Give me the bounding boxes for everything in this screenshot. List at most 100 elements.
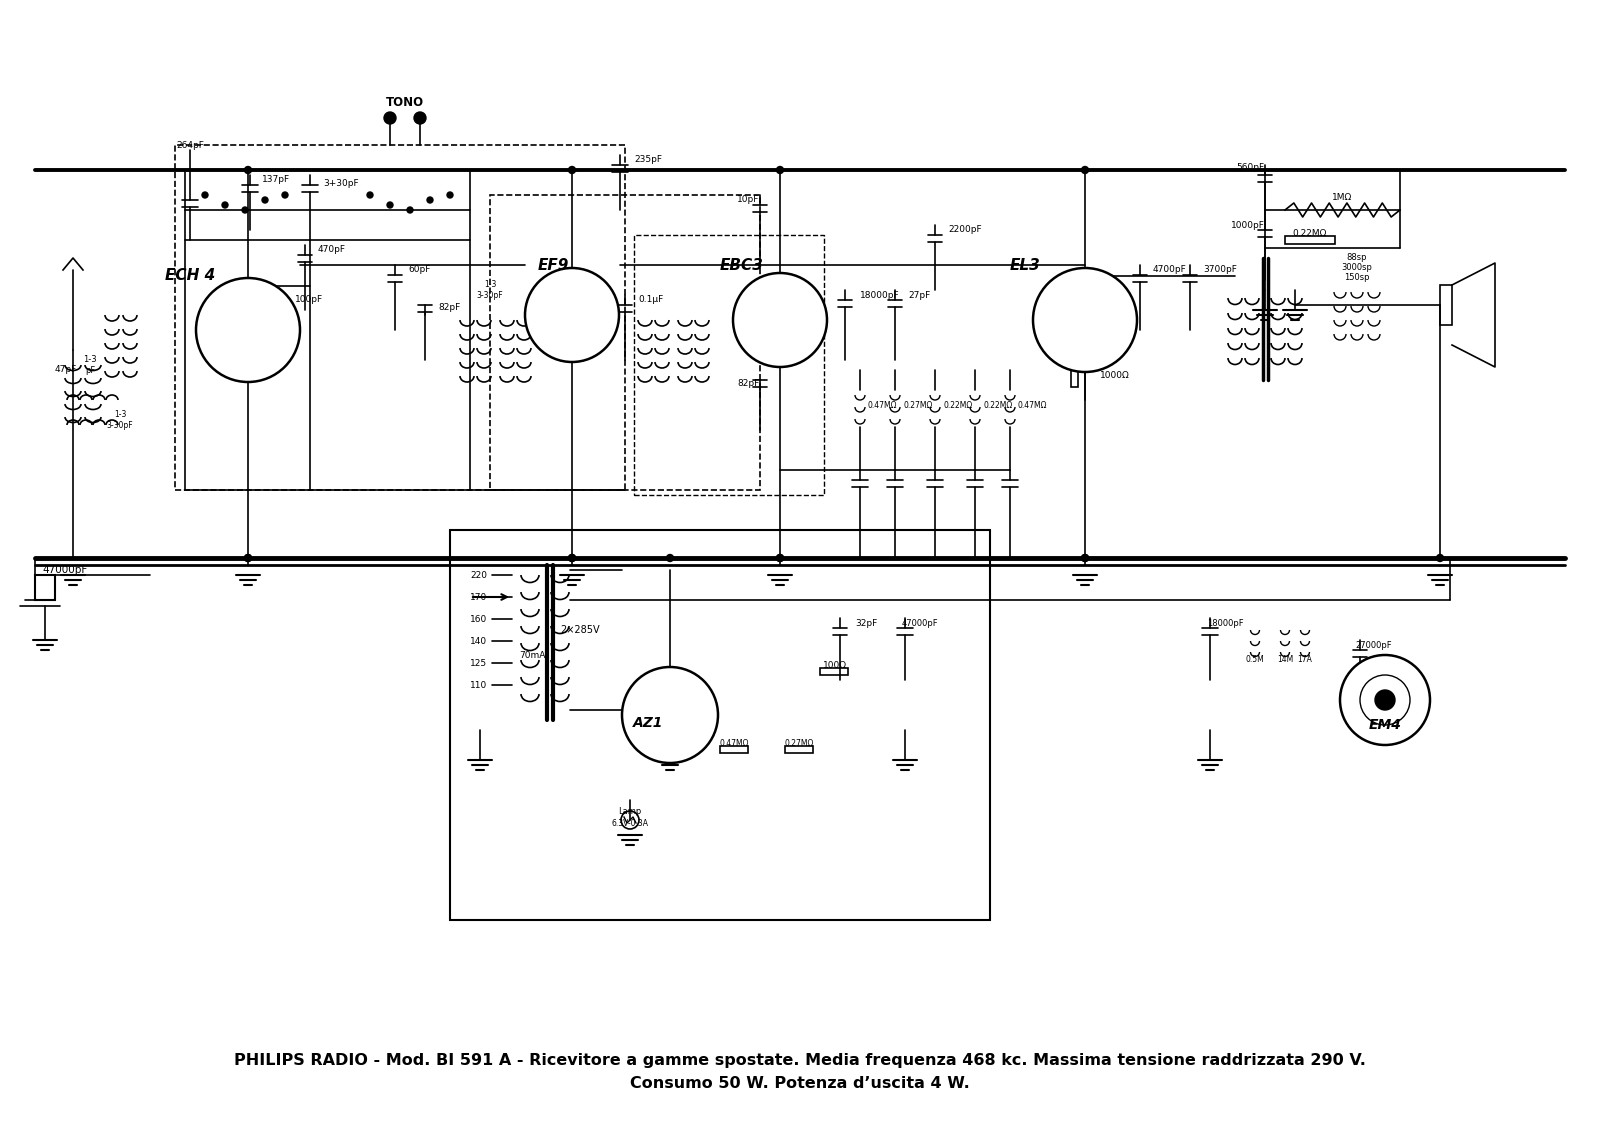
Circle shape [245,554,251,561]
Text: 3000sp: 3000sp [1341,264,1373,273]
Circle shape [733,273,827,366]
Text: 1-3
3-30pF: 1-3 3-30pF [107,411,133,430]
Circle shape [387,202,394,208]
Text: 82pF: 82pF [438,303,461,312]
Bar [819,668,848,675]
Circle shape [414,112,426,124]
Circle shape [1437,554,1443,561]
Circle shape [1082,554,1088,561]
Circle shape [242,207,248,213]
Text: 0.47MΩ: 0.47MΩ [867,400,898,409]
Bar [1285,236,1334,244]
Text: PHILIPS RADIO - Mod. BI 591 A - Ricevitore a gamme spostate. Media frequenza 468: PHILIPS RADIO - Mod. BI 591 A - Ricevito… [234,1053,1366,1068]
Text: 47000pF: 47000pF [42,566,88,575]
Bar [450,530,990,920]
Text: 1000pF: 1000pF [1230,221,1266,230]
Text: 160: 160 [470,614,486,623]
Bar [490,195,760,490]
Circle shape [1034,268,1138,372]
Circle shape [525,268,619,362]
Text: 60pF: 60pF [408,266,430,275]
Text: 27000pF: 27000pF [1355,640,1392,649]
Text: 6.3V-0.3A: 6.3V-0.3A [611,819,648,828]
Text: 0.22MΩ: 0.22MΩ [982,400,1013,409]
Bar [634,235,824,495]
Text: 4700pF: 4700pF [1154,266,1187,275]
Text: 0.1μF: 0.1μF [638,295,664,304]
Text: 3+30pF: 3+30pF [323,179,358,188]
Circle shape [384,112,397,124]
Circle shape [1374,690,1395,710]
Circle shape [568,166,576,173]
Text: 100Ω: 100Ω [822,662,846,671]
Circle shape [1360,675,1410,725]
Circle shape [262,197,269,202]
Circle shape [568,554,576,561]
Circle shape [406,207,413,213]
Circle shape [245,554,251,561]
Text: EF9: EF9 [538,258,570,273]
Text: ECH 4: ECH 4 [165,268,216,283]
Text: Consumo 50 W. Potenza d’uscita 4 W.: Consumo 50 W. Potenza d’uscita 4 W. [630,1076,970,1090]
Text: 1MΩ: 1MΩ [1331,192,1352,201]
Text: 47pF: 47pF [54,365,77,374]
Circle shape [622,667,718,763]
Text: 137pF: 137pF [262,175,290,184]
Text: 220: 220 [470,570,486,579]
Bar [174,145,626,490]
Bar [786,746,813,753]
Circle shape [1082,554,1088,561]
Text: 0.22MΩ: 0.22MΩ [1293,228,1326,238]
Text: AZ1: AZ1 [634,716,662,729]
Text: TONO: TONO [386,96,424,110]
Text: 150sp: 150sp [1344,274,1370,283]
Text: 10pF: 10pF [738,196,758,205]
Circle shape [621,811,638,829]
Text: 47000pF: 47000pF [902,619,938,628]
Text: 264pF: 264pF [176,140,203,149]
Circle shape [776,166,784,173]
Circle shape [446,192,453,198]
Text: 0.27MΩ: 0.27MΩ [902,400,933,409]
Circle shape [222,202,229,208]
Text: 32pF: 32pF [854,619,877,628]
Circle shape [282,192,288,198]
Circle shape [568,554,576,561]
Text: 125: 125 [470,658,486,667]
Text: 470pF: 470pF [318,245,346,254]
Text: 88sp: 88sp [1347,253,1368,262]
Text: Lamp: Lamp [618,808,642,817]
Text: 3700pF: 3700pF [1203,266,1237,275]
Circle shape [776,554,784,561]
Text: 1-3
3-30pF: 1-3 3-30pF [477,280,504,300]
Text: 1000Ω: 1000Ω [1101,371,1130,380]
Text: 100pF: 100pF [294,295,323,304]
Text: 0.47MΩ: 0.47MΩ [1018,400,1048,409]
Text: 110: 110 [470,681,486,690]
Circle shape [366,192,373,198]
Text: EBC3: EBC3 [720,258,763,273]
Text: 82pF: 82pF [738,379,758,388]
Bar [720,746,749,753]
Text: 235pF: 235pF [634,155,662,164]
Text: 0.5M: 0.5M [1246,656,1264,665]
Circle shape [1341,655,1430,745]
Circle shape [427,197,434,202]
Bar [35,575,54,601]
Circle shape [667,554,674,561]
Text: 2200pF: 2200pF [947,225,982,234]
Circle shape [195,278,301,382]
Text: EM4: EM4 [1368,718,1402,732]
Text: 1-3
pF: 1-3 pF [83,355,98,374]
Text: 0.27MΩ: 0.27MΩ [784,739,814,748]
Circle shape [202,192,208,198]
Text: 140: 140 [470,637,486,646]
Text: 18000pF: 18000pF [1206,619,1243,628]
Text: 70mA: 70mA [518,650,546,659]
Text: 27pF: 27pF [909,291,930,300]
Text: EL3: EL3 [1010,258,1040,273]
Circle shape [245,166,251,173]
Text: 2×285V: 2×285V [560,625,600,634]
Circle shape [1082,166,1088,173]
Text: 14M: 14M [1277,656,1293,665]
